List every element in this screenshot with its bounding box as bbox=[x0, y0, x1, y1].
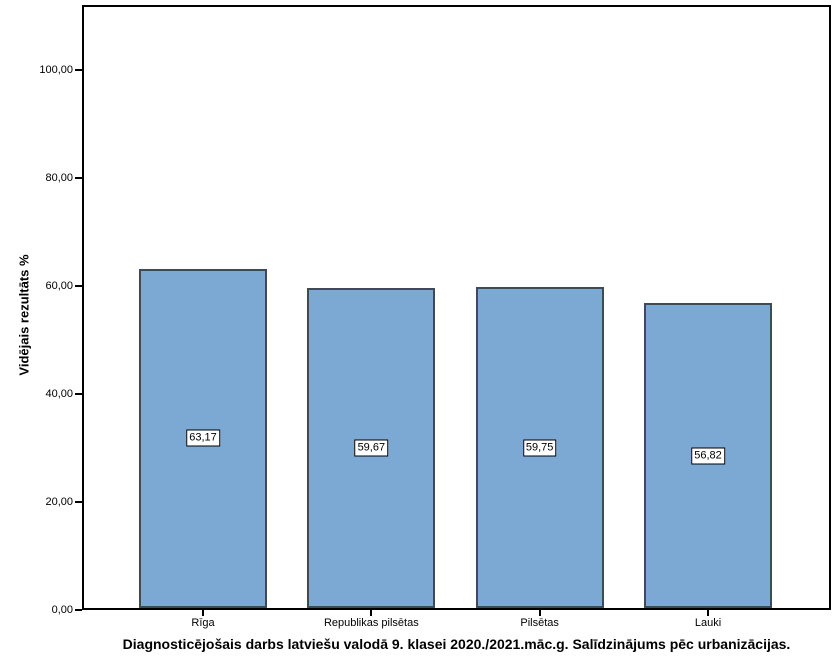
bar-value-label: 56,82 bbox=[691, 447, 725, 465]
x-category-label: Republikas pilsētas bbox=[323, 617, 419, 629]
y-axis-tick-label: 60,00 bbox=[45, 279, 73, 292]
y-axis-tick-mark bbox=[75, 176, 82, 179]
y-axis-tick-mark bbox=[75, 284, 82, 287]
x-category-label: Pilsētas bbox=[520, 617, 559, 629]
y-axis-tick-label: 40,00 bbox=[45, 387, 73, 400]
x-category-label: Rīga bbox=[191, 617, 215, 629]
bar-value-label: 59,75 bbox=[522, 439, 557, 457]
x-axis-tick-mark bbox=[538, 610, 541, 616]
bar-value-label: 59,67 bbox=[354, 439, 389, 457]
y-axis-tick-label: 80,00 bbox=[45, 171, 73, 184]
y-axis-tick-label: 100,00 bbox=[39, 63, 73, 76]
y-axis-tick-label: 20,00 bbox=[45, 495, 73, 508]
y-axis-tick-mark bbox=[75, 500, 82, 503]
y-axis-tick-mark bbox=[75, 392, 82, 395]
x-axis-tick-mark bbox=[706, 610, 709, 616]
y-axis-tick-mark bbox=[75, 68, 82, 71]
bar-value-label: 63,17 bbox=[186, 429, 220, 447]
y-axis-tick-label: 0,00 bbox=[51, 604, 73, 616]
y-axis-tick-mark bbox=[75, 609, 82, 611]
x-axis-tick-mark bbox=[202, 610, 204, 616]
x-axis-tick-mark bbox=[370, 610, 373, 616]
chart-title: Diagnosticējošais darbs latviešu valodā … bbox=[122, 636, 791, 652]
y-axis-title: Vidējais rezultāts % bbox=[16, 254, 32, 376]
x-category-label: Lauki bbox=[694, 617, 722, 629]
